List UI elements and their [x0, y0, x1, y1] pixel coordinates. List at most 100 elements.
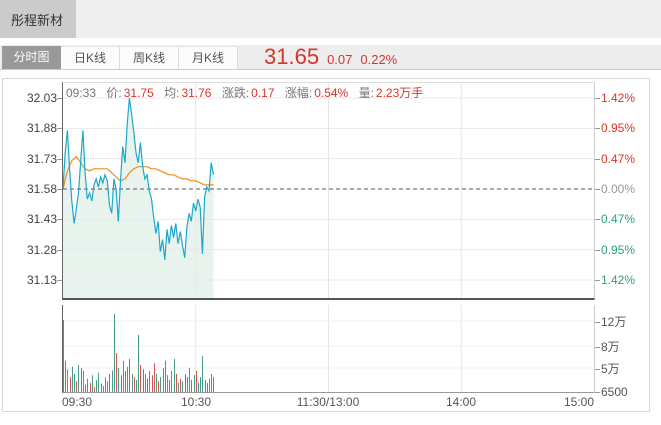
percent-axis-label: 0.47% [601, 212, 636, 227]
volume-bar [143, 369, 144, 392]
volume-bar [191, 380, 192, 392]
volume-bar [178, 383, 179, 392]
volume-bar [138, 335, 139, 392]
percent-axis-label: 0.95% [601, 242, 636, 257]
volume-bar [116, 353, 117, 392]
price-line [63, 97, 214, 260]
percent-axis-tick [595, 98, 600, 99]
percent-change: 0.22% [360, 52, 398, 67]
volume-bar [72, 366, 73, 392]
tab-daily-k[interactable]: 日K线 [61, 46, 120, 69]
volume-bar [112, 370, 113, 392]
volume-bar [185, 374, 186, 392]
percent-axis-tick [595, 188, 600, 190]
volume-bar [169, 380, 170, 392]
volume-axis-tick [595, 369, 600, 370]
info-percent-label: 涨幅: [284, 86, 313, 100]
volume-bar [127, 366, 128, 392]
volume-chart-canvas [63, 305, 594, 392]
stock-name-tab[interactable]: 彤程新材 [0, 0, 76, 38]
volume-bar [129, 359, 130, 392]
volume-bar [67, 369, 68, 392]
price-axis-label: 31.43 [26, 212, 57, 227]
tab-intraday[interactable]: 分时图 [2, 46, 61, 69]
percent-axis-label: 1.42% [601, 91, 636, 105]
volume-bar [114, 314, 115, 392]
volume-bar [76, 381, 77, 392]
price-axis-label: 31.73 [26, 151, 57, 166]
volume-bar [165, 360, 166, 392]
info-price-label: 价: [106, 86, 122, 100]
price-axis-label: 31.28 [26, 242, 57, 257]
volume-bar [132, 374, 133, 392]
volume-bar [209, 378, 210, 392]
volume-bar [196, 371, 197, 392]
info-volume-label: 量: [358, 86, 374, 100]
info-volume: 2.23万手 [375, 86, 424, 100]
price-axis-tick [57, 249, 62, 251]
volume-bar [74, 374, 75, 392]
tab-monthly-k[interactable]: 月K线 [179, 46, 238, 69]
percent-axis-tick [595, 219, 600, 221]
volume-bar [65, 360, 66, 392]
volume-bar [205, 380, 206, 392]
volume-bar [118, 368, 119, 392]
volume-bar [147, 378, 148, 392]
volume-bar [83, 371, 84, 392]
volume-bar [136, 380, 137, 392]
percent-axis-tick [595, 158, 600, 160]
volume-bar [200, 377, 201, 392]
price-axis-tick [57, 158, 62, 160]
time-axis-label: 14:00 [445, 395, 477, 409]
volume-bar [213, 377, 214, 392]
volume-bar [163, 368, 164, 392]
time-axis-label: 09:30 [62, 395, 93, 409]
price-pane[interactable]: 09:33 价: 31.75 均: 31.76 涨跌: 0.17 涨幅: 0.54% 量… [62, 82, 595, 300]
tab-weekly-k[interactable]: 周K线 [120, 46, 179, 69]
volume-bar [105, 377, 106, 392]
time-axis-label: 10:30 [180, 395, 212, 409]
percent-axis-tick [595, 128, 600, 130]
volume-bar [81, 368, 82, 392]
volume-bar [140, 365, 141, 392]
percent-axis-label: 0.95% [601, 121, 636, 136]
volume-bar [90, 383, 91, 392]
period-tab-bar: 分时图 日K线 周K线 月K线 [0, 45, 661, 70]
volume-bar [149, 371, 150, 392]
info-avg: 31.76 [181, 86, 212, 100]
price-axis-tick [57, 98, 62, 99]
volume-bar [107, 381, 108, 392]
price-axis-tick [57, 279, 62, 281]
info-avg-label: 均: [164, 86, 180, 100]
price-axis-label: 32.03 [26, 91, 57, 105]
price-chart-canvas [63, 83, 594, 298]
volume-bar [176, 374, 177, 392]
volume-bar [187, 377, 188, 392]
info-time: 09:33 [66, 86, 97, 100]
volume-bar [94, 387, 95, 392]
percent-axis-label: 0.47% [601, 151, 636, 166]
volume-bar [207, 383, 208, 392]
info-percent: 0.54% [314, 86, 349, 100]
volume-bar [98, 372, 99, 392]
volume-bar [198, 383, 199, 392]
volume-bar [180, 378, 181, 392]
volume-bar [63, 320, 64, 392]
volume-bar [152, 375, 153, 392]
volume-bar [87, 378, 88, 392]
price-axis-tick [57, 128, 62, 130]
last-price: 31.65 [264, 44, 320, 69]
stock-name: 彤程新材 [11, 12, 64, 28]
quote-summary: 31.65 0.07 0.22% [264, 44, 397, 70]
crosshair-info-bar: 09:33 价: 31.75 均: 31.76 涨跌: 0.17 涨幅: 0.54% 量… [66, 84, 425, 101]
volume-axis-label: 8万 [601, 340, 620, 354]
info-change-label: 涨跌: [221, 86, 250, 100]
volume-axis-tick [595, 347, 600, 348]
volume-bar [189, 368, 190, 392]
volume-bar [145, 374, 146, 392]
intraday-chart-widget: 09:33 价: 31.75 均: 31.76 涨跌: 0.17 涨幅: 0.54% 量… [2, 78, 650, 412]
volume-bar [96, 380, 97, 392]
title-bar: 彤程新材 [0, 0, 661, 38]
volume-pane[interactable] [62, 305, 595, 393]
